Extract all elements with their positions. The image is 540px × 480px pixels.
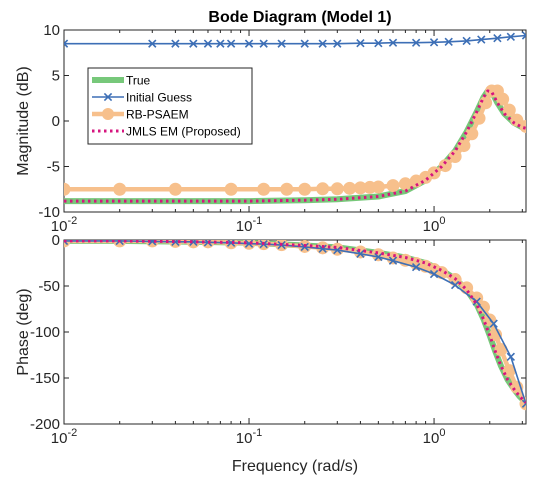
y-tick-label: 10 [43,22,60,39]
data-point-initial-guess [472,297,481,306]
data-point-initial-guess [374,39,383,48]
legend-label: JMLS EM (Proposed) [126,125,241,139]
data-point-initial-guess [189,39,198,48]
data-point-initial-guess [493,34,502,43]
data-point-rb-psaem [224,182,238,196]
data-point-initial-guess [356,39,365,48]
x-tick-label: 10-2 [51,215,77,235]
series-line-jmls-em [64,240,526,404]
y-tick-label: -100 [30,324,60,341]
data-point-initial-guess [388,38,398,47]
data-point-initial-guess [64,240,69,246]
data-point-initial-guess [506,32,516,41]
y-tick-label: 5 [52,68,60,85]
data-point-rb-psaem [457,139,471,153]
x-tick-label: 100 [423,427,446,447]
y-tick-label: -50 [38,278,60,295]
data-point-initial-guess [203,39,213,48]
series-line-initial-guess [64,34,526,45]
legend-marker [103,92,113,102]
data-point-initial-guess [148,240,157,246]
data-point-rb-psaem [465,127,479,141]
legend-label: RB-PSAEM [126,108,189,122]
data-point-initial-guess [411,38,421,47]
data-point-initial-guess [521,399,526,408]
data-point-initial-guess [64,39,69,48]
data-point-initial-guess [300,39,309,48]
legend: True Initial Guess RB-PSAEM JMLS EM (Propos… [87,67,253,145]
data-point-initial-guess [259,39,268,48]
data-point-rb-psaem [168,182,182,196]
data-point-initial-guess [506,352,516,362]
x-tick-label: 10-1 [236,427,262,447]
legend-marker [102,108,114,120]
chart-title: Bode Diagram (Model 1) [208,9,391,26]
data-point-initial-guess [444,37,453,46]
data-point-rb-psaem [64,182,71,196]
x-axis-label: Frequency (rad/s) [232,458,358,475]
series-group [64,31,526,205]
x-tick-label: 10-1 [236,215,262,235]
data-point-rb-psaem [502,103,516,117]
legend-label: Initial Guess [126,91,192,105]
data-point-initial-guess [388,256,398,265]
data-point-initial-guess [374,252,383,262]
data-point-rb-psaem [472,111,486,125]
data-point-initial-guess [277,39,286,48]
legend-label: True [126,74,151,88]
data-point-rb-psaem [371,180,385,194]
y-tick-label: -10 [38,204,60,221]
y-axis-label: Phase (deg) [15,288,32,375]
data-point-initial-guess [216,39,225,48]
data-point-initial-guess [333,39,342,48]
y-tick-label: -200 [30,416,60,433]
data-point-initial-guess [226,39,236,48]
x-tick-label: 10-2 [51,427,77,447]
data-point-initial-guess [477,35,486,44]
data-point-initial-guess [171,39,180,48]
data-point-rb-psaem [386,179,400,193]
data-point-initial-guess [450,280,460,290]
y-tick-label: -150 [30,370,60,387]
plot-area [63,239,527,425]
y-tick-label: -5 [47,159,60,176]
data-point-rb-psaem [316,182,330,196]
data-point-initial-guess [244,240,254,248]
data-point-initial-guess [411,262,421,272]
data-point-rb-psaem [257,182,271,196]
phase-plot: -200 -150 -100 -50 0 10-2 10-1 100 Phase (deg) Fr… [15,232,527,475]
data-point-rb-psaem [330,182,344,196]
x-tick-label: 100 [423,215,446,235]
magnitude-plot: -10 -5 0 5 10 10-2 10-1 100 Magnitude (dB) [15,22,527,235]
data-point-rb-psaem [280,182,294,196]
data-point-initial-guess [489,319,498,328]
data-point-rb-psaem [448,149,462,163]
data-point-rb-psaem [113,182,127,196]
data-point-initial-guess [226,240,236,247]
data-point-initial-guess [189,240,198,247]
data-point-initial-guess [462,36,471,46]
data-point-initial-guess [203,240,213,247]
y-tick-label: 0 [52,232,60,249]
data-point-rb-psaem [343,181,357,195]
data-point-initial-guess [244,39,254,48]
data-point-rb-psaem [479,96,493,110]
data-point-initial-guess [318,244,327,253]
data-point-rb-psaem [438,159,452,173]
y-tick-label: 0 [52,113,60,130]
series-group [64,240,526,411]
data-point-initial-guess [148,39,157,48]
data-point-rb-psaem [398,177,412,191]
data-point-rb-psaem [427,166,441,180]
data-point-rb-psaem [298,182,312,196]
data-point-initial-guess [521,31,526,40]
data-point-initial-guess [171,240,180,247]
data-point-initial-guess [318,39,327,48]
data-point-initial-guess [429,269,439,279]
y-axis-label: Magnitude (dB) [15,66,32,175]
series-line-jmls-em [64,89,526,203]
data-point-initial-guess [429,38,439,47]
